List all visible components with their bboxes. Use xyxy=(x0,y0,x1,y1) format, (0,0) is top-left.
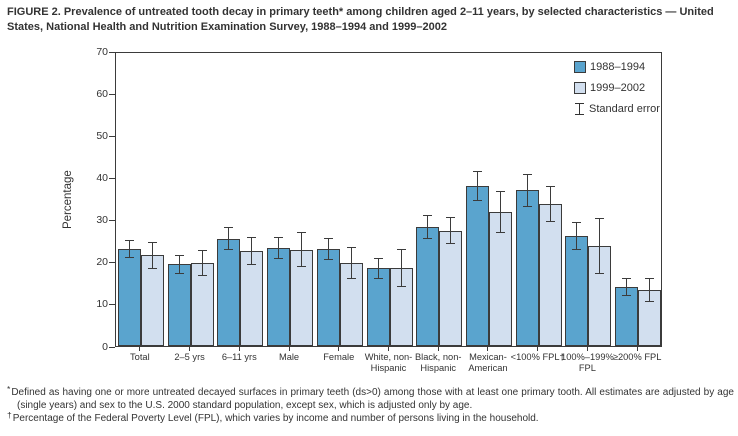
footnote-dagger: †Percentage of the Federal Poverty Level… xyxy=(7,410,734,425)
legend-swatch-1988-1994-icon xyxy=(574,60,586,73)
bar-1988-1994 xyxy=(267,247,291,346)
bar-1988-1994 xyxy=(565,236,589,346)
error-bar-1999-2002 xyxy=(595,217,605,274)
y-tick-mark xyxy=(109,177,115,179)
x-category-label: 6–11 yrs xyxy=(221,352,257,362)
y-tick-label: 10 xyxy=(96,298,108,311)
error-bar-icon xyxy=(575,102,584,115)
error-bar-1988-1994 xyxy=(274,236,284,259)
footnote-text: Defined as having one or more untreated … xyxy=(11,387,734,412)
error-bar-1988-1994 xyxy=(572,221,582,251)
error-bar-1988-1994 xyxy=(423,214,433,239)
x-category-label: White, non-Hispanic xyxy=(364,352,413,374)
x-category-label: Female xyxy=(323,352,355,362)
error-bar-1988-1994 xyxy=(124,240,134,258)
x-category-label: Male xyxy=(278,352,300,362)
x-tick-mark xyxy=(139,347,141,351)
x-category-label: Black, non-Hispanic xyxy=(414,352,462,374)
error-bar-1988-1994 xyxy=(622,277,632,297)
x-tick-mark xyxy=(388,347,389,351)
x-category-label: 100%–199% FPL xyxy=(561,352,614,374)
error-bar-1999-2002 xyxy=(645,277,655,303)
legend-item-1988-1994: 1988–1994 xyxy=(574,59,660,74)
legend-swatch-1999-2002-icon xyxy=(574,81,586,94)
x-tick-mark xyxy=(586,347,588,351)
x-tick-mark xyxy=(338,347,340,351)
x-category-label: <100% FPL† xyxy=(510,352,565,362)
error-bar-1988-1994 xyxy=(224,226,234,251)
error-bar-1999-2002 xyxy=(495,190,505,234)
x-category-label: Total xyxy=(130,352,150,362)
bar-1988-1994 xyxy=(316,248,340,346)
legend: 1988–1994 1999–2002 Standard error xyxy=(574,59,660,122)
y-tick-mark xyxy=(109,220,115,222)
error-bar-1988-1994 xyxy=(174,254,184,274)
y-axis-title: Percentage xyxy=(62,170,74,229)
bar-1988-1994 xyxy=(117,249,141,346)
y-tick-label: 60 xyxy=(96,87,108,100)
plot-area: 1988–1994 1999–2002 Standard error xyxy=(115,52,662,347)
footnotes: *Defined as having one or more untreated… xyxy=(7,384,734,426)
y-tick-label: 0 xyxy=(102,340,108,353)
x-tick-mark xyxy=(636,347,638,351)
error-bar-1999-2002 xyxy=(247,236,257,265)
bar-1988-1994 xyxy=(217,238,241,346)
error-bar-1988-1994 xyxy=(323,237,333,260)
error-bar-1999-2002 xyxy=(346,246,356,279)
y-tick-label: 40 xyxy=(96,171,108,184)
x-category-label: Mexican-American xyxy=(468,352,508,374)
legend-item-1999-2002: 1999–2002 xyxy=(574,80,660,95)
y-tick-label: 70 xyxy=(96,45,108,58)
error-bar-1988-1994 xyxy=(472,171,482,201)
legend-label-standard-error: Standard error xyxy=(589,102,660,115)
bar-1988-1994 xyxy=(167,264,191,346)
legend-label-1988-1994: 1988–1994 xyxy=(590,60,646,73)
bar-1988-1994 xyxy=(515,190,539,346)
x-tick-mark xyxy=(487,347,489,351)
bar-1999-2002 xyxy=(538,203,562,346)
x-category-label: 2–5 yrs xyxy=(174,352,205,362)
bar-1999-2002 xyxy=(240,250,264,346)
bar-1988-1994 xyxy=(465,185,489,346)
x-tick-mark xyxy=(238,347,240,351)
y-tick-label: 20 xyxy=(96,256,108,269)
bar-1988-1994 xyxy=(416,226,440,346)
footnote-asterisk: *Defined as having one or more untreated… xyxy=(7,384,734,412)
x-tick-mark xyxy=(537,347,539,351)
footnote-marker: * xyxy=(7,384,11,394)
error-bar-1999-2002 xyxy=(446,217,456,244)
error-bar-1999-2002 xyxy=(396,248,406,287)
bar-1999-2002 xyxy=(439,230,463,346)
x-category-label: ≥200% FPL xyxy=(612,352,662,362)
y-tick-mark xyxy=(109,304,115,306)
y-tick-mark xyxy=(109,262,115,264)
x-tick-mark xyxy=(437,347,439,351)
error-bar-1999-2002 xyxy=(545,185,555,223)
x-tick-mark xyxy=(288,347,290,351)
y-tick-mark xyxy=(109,93,115,95)
error-bar-1999-2002 xyxy=(147,241,157,270)
figure-title: FIGURE 2. Prevalence of untreated tooth … xyxy=(7,6,714,33)
error-bar-1999-2002 xyxy=(297,231,307,268)
legend-label-1999-2002: 1999–2002 xyxy=(590,81,646,94)
y-tick-label: 30 xyxy=(96,214,108,227)
bar-1988-1994 xyxy=(366,268,390,346)
y-tick-mark xyxy=(109,51,115,53)
error-bar-1988-1994 xyxy=(522,173,532,207)
y-tick-mark xyxy=(109,135,115,137)
y-tick-label: 50 xyxy=(96,129,108,142)
footnote-marker: † xyxy=(7,410,12,421)
x-tick-mark xyxy=(189,347,191,351)
error-bar-1988-1994 xyxy=(373,257,383,280)
footnote-text: Percentage of the Federal Poverty Level … xyxy=(12,413,539,425)
legend-item-standard-error: Standard error xyxy=(574,101,660,116)
y-tick-mark xyxy=(109,346,115,348)
error-bar-1999-2002 xyxy=(197,249,207,277)
